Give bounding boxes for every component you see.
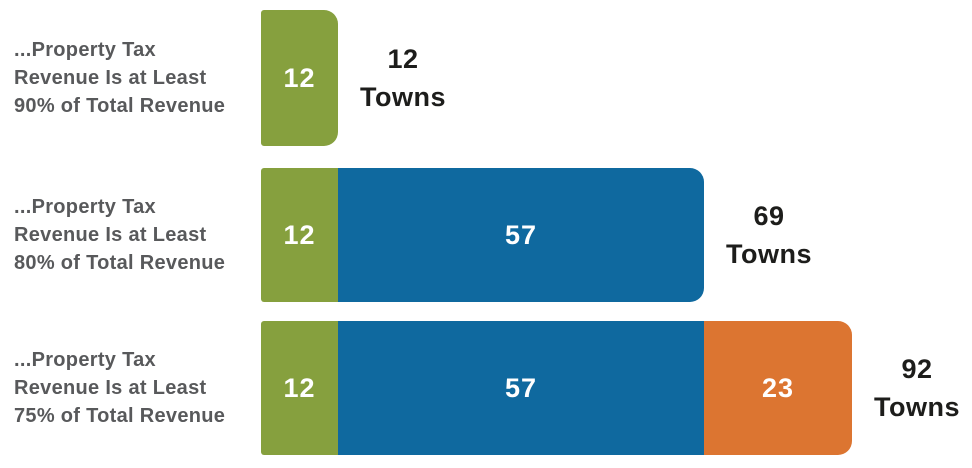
segment-value: 12 bbox=[283, 219, 316, 250]
total-label-80pct: 69 Towns bbox=[726, 201, 812, 269]
bar-row-80pct: 12 57 bbox=[261, 168, 704, 302]
bar-segment: 57 bbox=[338, 321, 704, 455]
bar-row-90pct: 12 bbox=[261, 10, 338, 146]
segment-value: 57 bbox=[504, 219, 538, 250]
category-label-90pct: ...Property Tax Revenue Is at Least 90% … bbox=[14, 39, 226, 117]
segment-value: 23 bbox=[761, 372, 795, 403]
segment-value: 12 bbox=[283, 62, 316, 93]
total-label-90pct: 12 Towns bbox=[360, 44, 446, 112]
bar-segment: 12 bbox=[261, 10, 338, 146]
bar-row-75pct: 12 57 23 bbox=[261, 321, 852, 455]
bar-segment: 57 bbox=[338, 168, 704, 302]
category-label-80pct: ...Property Tax Revenue Is at Least 80% … bbox=[14, 196, 226, 274]
bar-segment: 12 bbox=[261, 321, 338, 455]
segment-value: 57 bbox=[504, 372, 538, 403]
total-label-75pct: 92 Towns bbox=[874, 354, 960, 422]
bar-segment: 12 bbox=[261, 168, 338, 302]
category-label-75pct: ...Property Tax Revenue Is at Least 75% … bbox=[14, 349, 226, 427]
segment-value: 12 bbox=[283, 372, 316, 403]
bar-segment: 23 bbox=[704, 321, 852, 455]
